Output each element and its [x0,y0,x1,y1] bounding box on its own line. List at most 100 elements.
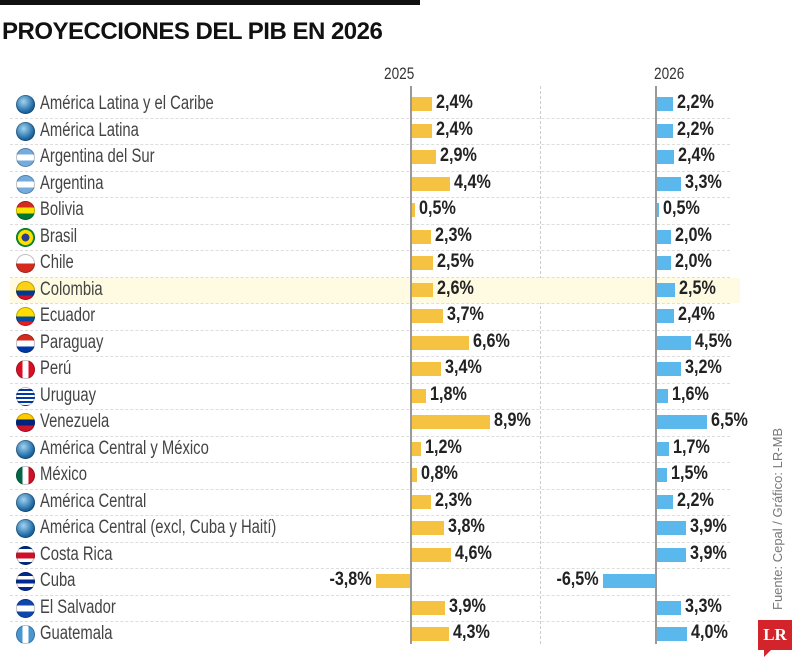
bar-2026 [655,176,682,191]
bar-2026 [655,362,681,376]
row-separator [10,303,730,304]
axis-2026 [655,86,657,644]
row-colombia: Colombia 2,6% 2,5% [10,277,740,303]
bar-2026 [655,388,668,403]
bar-2026 [655,282,675,297]
row-argentina: Argentina 4,4% 3,3% [10,172,740,197]
value-label-2025: 2,6% [437,277,475,299]
bar-2026 [655,600,682,615]
row-separator [10,409,730,410]
row-separator [10,197,730,198]
row-america-central: América Central 2,3% 2,2% [10,490,740,515]
value-label-2025: 4,6% [455,542,493,564]
category-label: América Central [40,490,147,512]
bar-2026 [655,203,659,217]
value-label-2025: 0,8% [421,463,459,484]
bar-2025 [410,494,431,509]
paraguay-flag-icon [16,333,35,353]
bar-2025 [410,97,432,111]
value-label-2026: 2,0% [675,224,712,246]
bar-2026 [655,441,669,456]
value-label-2026: 3,9% [690,516,728,537]
value-label-2026: 0,5% [663,198,700,219]
category-label: Brasil [40,225,78,247]
value-label-2026: 1,7% [672,436,710,458]
bar-2025 [410,600,446,615]
row-mexico: México 0,8% 1,5% [10,463,740,488]
el-salvador-flag-icon [16,598,35,618]
bar-2025 [410,388,427,403]
value-label-2026: 4,5% [695,330,732,352]
bar-2025 [410,441,421,456]
bar-2025 [410,203,415,217]
bar-2026 [655,627,687,641]
value-label-2026: 2,5% [679,277,716,299]
category-label: Perú [40,358,72,379]
bar-2025 [410,627,449,641]
value-label-2026: 4,0% [691,622,728,643]
value-label-2026: 3,9% [690,542,728,564]
bar-2025 [410,309,444,323]
bar-2026 [655,256,671,270]
value-label-2026: 2,2% [676,489,714,511]
row-venezuela: Venezuela 8,9% 6,5% [10,410,748,435]
category-label: Colombia [40,278,103,300]
bar-2026 [603,574,655,588]
row-america-central-y-mexico: América Central y México 1,2% 1,7% [10,437,740,462]
category-label: Argentina del Sur [40,146,155,167]
bar-2025 [410,176,450,191]
colombia-flag-icon [16,280,35,300]
lr-logo: LR [758,620,792,657]
chart-title: PROYECCIONES DEL PIB EN 2026 [2,18,383,45]
category-label: América Central y México [40,437,209,459]
row-paraguay: Paraguay 6,6% 4,5% [10,331,740,356]
argentina-flag-icon [16,174,35,194]
row-separator [10,382,730,384]
row-separator [10,329,730,331]
bar-2025 [410,150,437,164]
row-america-central-excl-cuba-y-haiti: América Central (excl, Cuba y Haití) 3,8%… [10,516,740,541]
bar-2025 [410,282,434,297]
value-label-2026: 6,5% [711,410,748,431]
brazil-flag-icon [16,227,35,247]
bar-2026 [655,150,675,164]
bolivia-flag-icon [16,201,35,220]
row-separator [10,170,730,172]
category-label: Cuba [40,570,76,591]
row-separator [10,276,730,278]
value-label-2026: 2,4% [678,304,716,325]
peru-flag-icon [16,360,35,379]
value-label-2025: 3,4% [444,357,482,378]
bar-2025 [410,229,431,244]
value-label-2025: 6,6% [473,330,511,352]
value-label-2025: 2,4% [435,118,473,140]
bar-2025 [375,574,410,588]
category-label: América Central (excl, Cuba y Haití) [40,517,277,538]
top-rule [0,0,420,5]
value-label-2025: 2,3% [434,489,472,511]
value-label-2026: 2,2% [676,92,714,113]
value-label-2025: 2,5% [436,251,474,272]
row-peru: Perú 3,4% 3,2% [10,357,740,382]
uruguay-flag-icon [16,386,35,406]
value-label-2025: 2,4% [435,92,473,113]
value-label-2026: 2,4% [678,145,716,166]
venezuela-flag-icon [16,413,35,432]
row-separator [10,435,730,437]
globe-icon [16,439,35,459]
bar-2026 [655,494,673,509]
axis-2025 [410,86,412,644]
value-label-2026: 3,2% [684,357,722,378]
globe-icon [16,492,35,512]
row-separator [10,117,730,119]
bar-2026 [655,547,687,562]
row-separator [10,462,730,463]
bar-2025 [410,256,433,270]
row-separator [10,594,730,596]
bar-2025 [410,335,470,350]
value-label-2026: 2,2% [676,118,714,140]
row-separator [10,621,730,622]
globe-icon [16,519,35,538]
value-label-2026: 3,3% [685,595,723,617]
guatemala-flag-icon [16,625,35,644]
